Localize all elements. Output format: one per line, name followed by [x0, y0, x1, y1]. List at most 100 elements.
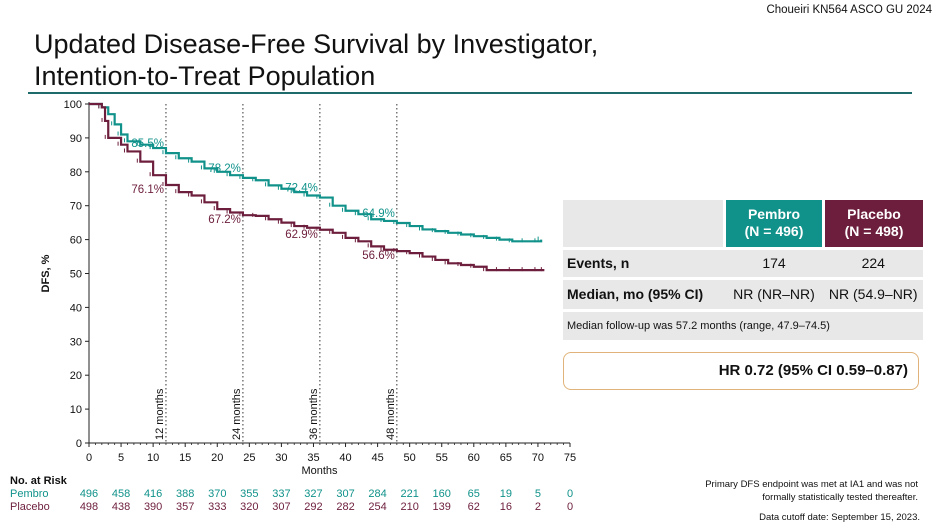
x-tick-label: 75 [564, 452, 576, 464]
x-tick-label: 10 [147, 452, 159, 464]
header-placebo-name: Placebo [847, 206, 901, 223]
annotation-placebo: 67.2% [208, 214, 241, 226]
y-axis-label: DFS, % [40, 254, 52, 292]
endpoint-note-line-1: Primary DFS endpoint was met at IA1 and … [705, 479, 918, 490]
at-risk-value: 498 [79, 501, 99, 513]
at-risk-value: 458 [111, 488, 131, 500]
y-tick-label: 50 [70, 269, 82, 281]
row-events-placebo: 224 [823, 248, 923, 278]
at-risk-value: 282 [336, 501, 355, 513]
x-tick-label: 25 [243, 452, 255, 464]
hazard-ratio-box: HR 0.72 (95% CI 0.59–0.87) [563, 352, 919, 390]
x-tick-label: 40 [339, 452, 351, 464]
header-pembro: Pembro (N = 496) [723, 200, 824, 248]
y-tick-label: 0 [76, 438, 82, 450]
at-risk-value: 62 [467, 501, 480, 513]
x-tick-label: 55 [436, 452, 448, 464]
at-risk-value: 19 [499, 488, 512, 500]
x-tick-label: 60 [468, 452, 480, 464]
annotation-pembro: 85.5% [131, 138, 164, 150]
at-risk-value: 496 [79, 488, 99, 500]
row-median-pembro: NR (NR–NR) [724, 278, 824, 310]
at-risk-value: 327 [304, 488, 323, 500]
landmark-label: 24 months [231, 388, 243, 440]
header-pembro-name: Pembro [747, 206, 801, 223]
at-risk-row-pembro: Pembro 496 458 416 388 370 355 337 327 307 284 221 1… [0, 488, 600, 500]
landmark-label: 48 months [385, 388, 397, 440]
x-tick-label: 65 [500, 452, 512, 464]
x-tick-label: 45 [371, 452, 383, 464]
at-risk-value: 16 [499, 501, 512, 513]
title-divider [28, 92, 912, 94]
at-risk-value: 210 [400, 501, 419, 513]
at-risk-value: 139 [432, 501, 451, 513]
x-axis-label: Months [301, 465, 338, 477]
x-tick-label: 50 [404, 452, 416, 464]
at-risk-value: 333 [208, 501, 227, 513]
at-risk-value: 370 [208, 488, 227, 500]
endpoint-note-line-2: formally statistically tested thereafter… [762, 492, 918, 503]
at-risk-value: 357 [176, 501, 195, 513]
row-events-label: Events, n [563, 248, 725, 278]
at-risk-value: 284 [368, 488, 387, 500]
at-risk-value: 320 [240, 501, 259, 513]
annotation-pembro: 72.4% [285, 183, 318, 195]
x-tick-label: 0 [86, 452, 92, 464]
at-risk-value: 337 [272, 488, 291, 500]
at-risk-value: 390 [143, 501, 163, 513]
at-risk-title: No. at Risk [10, 475, 67, 487]
y-tick-label: 100 [64, 99, 82, 111]
y-tick-label: 40 [70, 302, 82, 314]
at-risk-value: 160 [432, 488, 451, 500]
table-footnote: Median follow-up was 57.2 months (range,… [563, 310, 923, 340]
header-placebo-n: (N = 498) [844, 223, 904, 240]
header-pembro-n: (N = 496) [744, 223, 804, 240]
at-risk-value: 254 [368, 501, 387, 513]
data-cutoff: Data cutoff date: September 15, 2023. [759, 512, 920, 523]
x-tick-label: 20 [211, 452, 223, 464]
row-events-pembro: 174 [724, 248, 824, 278]
series-pembro-line [89, 102, 543, 243]
at-risk-value: 307 [272, 501, 291, 513]
citation: Choueiri KN564 ASCO GU 2024 [766, 4, 932, 16]
at-risk-value: 221 [400, 488, 419, 500]
at-risk-name: Placebo [10, 501, 50, 513]
series-placebo-line [89, 102, 545, 272]
title-line-1: Updated Disease-Free Survival by Investi… [34, 29, 599, 59]
y-tick-label: 10 [70, 404, 82, 416]
title-line-2: Intention-to-Treat Population [34, 61, 376, 91]
at-risk-value: 0 [566, 488, 574, 500]
x-tick-label: 30 [275, 452, 287, 464]
at-risk-value: 292 [304, 501, 323, 513]
annotation-placebo: 56.6% [362, 250, 395, 262]
at-risk-name: Pembro [10, 488, 49, 500]
y-tick-label: 90 [70, 133, 82, 145]
at-risk-value: 416 [143, 488, 163, 500]
y-tick-label: 60 [70, 235, 82, 247]
y-tick-label: 80 [70, 167, 82, 179]
annotation-placebo: 62.9% [285, 229, 318, 241]
at-risk-value: 307 [336, 488, 355, 500]
at-risk-row-placebo: Placebo 498 438 390 357 333 320 307 292 282 254 210… [0, 501, 600, 513]
row-median-placebo: NR (54.9–NR) [823, 278, 923, 310]
endpoint-note: Primary DFS endpoint was met at IA1 and … [658, 478, 918, 504]
at-risk-value: 355 [240, 488, 259, 500]
at-risk-value: 2 [534, 501, 541, 513]
y-tick-label: 30 [70, 336, 82, 348]
x-tick-label: 5 [118, 452, 124, 464]
at-risk-value: 0 [566, 501, 574, 513]
annotation-placebo: 76.1% [131, 184, 164, 196]
header-placebo: Placebo (N = 498) [822, 200, 923, 248]
y-tick-label: 70 [70, 201, 82, 213]
at-risk-value: 5 [534, 488, 541, 500]
landmark-label: 12 months [154, 388, 166, 440]
x-tick-label: 15 [179, 452, 191, 464]
x-tick-label: 35 [307, 452, 319, 464]
annotation-pembro: 78.2% [208, 163, 241, 175]
table-corner [563, 200, 725, 248]
y-tick-label: 20 [70, 370, 82, 382]
results-table: Pembro (N = 496) Placebo (N = 498) Event… [563, 200, 923, 340]
landmark-label: 36 months [308, 388, 320, 440]
row-median-label: Median, mo (95% CI) [563, 278, 725, 310]
